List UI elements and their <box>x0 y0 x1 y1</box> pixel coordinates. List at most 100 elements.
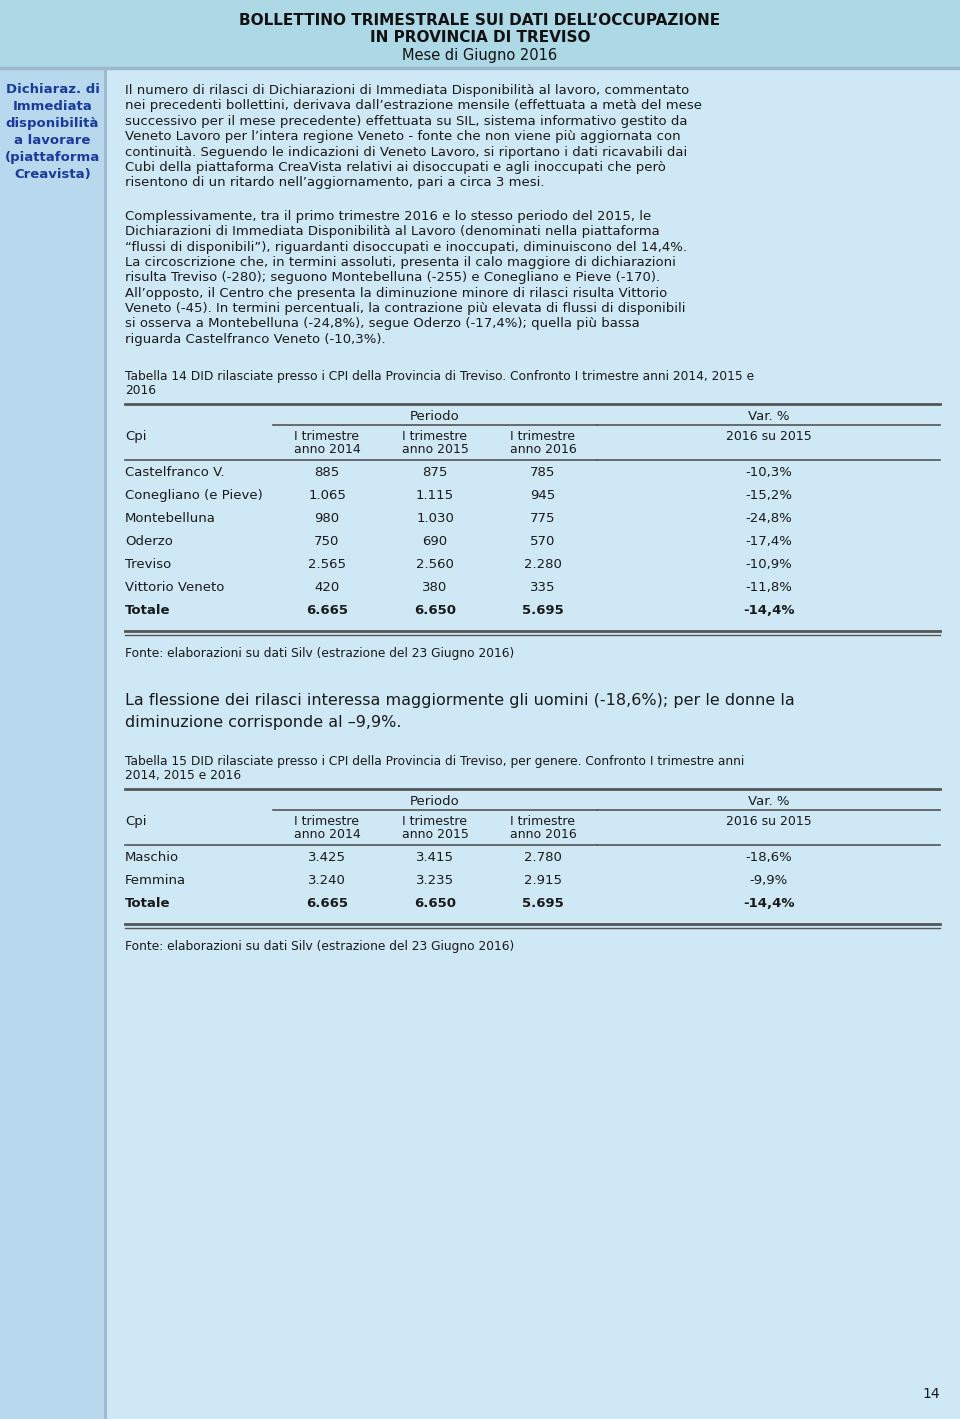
Text: 3.235: 3.235 <box>416 874 454 887</box>
Text: -18,6%: -18,6% <box>745 851 792 864</box>
Text: Cpi: Cpi <box>125 430 147 443</box>
Text: -9,9%: -9,9% <box>750 874 787 887</box>
Text: “flussi di disponibili”), riguardanti disoccupati e inoccupati, diminuiscono del: “flussi di disponibili”), riguardanti di… <box>125 240 687 254</box>
Text: Cubi della piattaforma CreaVista relativi ai disoccupati e agli inoccupati che p: Cubi della piattaforma CreaVista relativ… <box>125 160 666 175</box>
Text: 2016 su 2015: 2016 su 2015 <box>726 430 811 443</box>
Text: 945: 945 <box>530 490 556 502</box>
Text: Totale: Totale <box>125 897 171 910</box>
Text: anno 2015: anno 2015 <box>401 443 468 457</box>
Text: 6.665: 6.665 <box>306 897 348 910</box>
Text: Maschio: Maschio <box>125 851 180 864</box>
Text: 2.560: 2.560 <box>416 558 454 572</box>
Text: Periodo: Periodo <box>410 795 460 809</box>
Text: diminuzione corrisponde al –9,9%.: diminuzione corrisponde al –9,9%. <box>125 715 401 731</box>
Text: Oderzo: Oderzo <box>125 535 173 548</box>
Text: Veneto (-45). In termini percentuali, la contrazione più elevata di flussi di di: Veneto (-45). In termini percentuali, la… <box>125 302 685 315</box>
Text: 1.065: 1.065 <box>308 490 346 502</box>
Text: BOLLETTINO TRIMESTRALE SUI DATI DELL’OCCUPAZIONE: BOLLETTINO TRIMESTRALE SUI DATI DELL’OCC… <box>239 13 721 28</box>
Text: 570: 570 <box>530 535 556 548</box>
Text: Dichiarazioni di Immediata Disponibilità al Lavoro (denominati nella piattaforma: Dichiarazioni di Immediata Disponibilità… <box>125 226 660 238</box>
Text: -24,8%: -24,8% <box>745 512 792 525</box>
Text: risentono di un ritardo nell’aggiornamento, pari a circa 3 mesi.: risentono di un ritardo nell’aggiornamen… <box>125 176 544 189</box>
Text: All’opposto, il Centro che presenta la diminuzione minore di rilasci risulta Vit: All’opposto, il Centro che presenta la d… <box>125 287 667 299</box>
Text: 6.665: 6.665 <box>306 604 348 617</box>
Text: Tabella 15 DID rilasciate presso i CPI della Provincia di Treviso, per genere. C: Tabella 15 DID rilasciate presso i CPI d… <box>125 755 744 768</box>
Text: 775: 775 <box>530 512 556 525</box>
Text: -10,3%: -10,3% <box>745 467 792 480</box>
Text: IN PROVINCIA DI TREVISO: IN PROVINCIA DI TREVISO <box>370 30 590 45</box>
Text: I trimestre: I trimestre <box>402 816 468 829</box>
Text: 3.415: 3.415 <box>416 851 454 864</box>
Text: 2.565: 2.565 <box>308 558 346 572</box>
Text: si osserva a Montebelluna (-24,8%), segue Oderzo (-17,4%); quella più bassa: si osserva a Montebelluna (-24,8%), segu… <box>125 318 639 331</box>
Text: 750: 750 <box>314 535 340 548</box>
Text: Vittorio Veneto: Vittorio Veneto <box>125 582 225 595</box>
Bar <box>105 68 960 1419</box>
Text: 1.115: 1.115 <box>416 490 454 502</box>
Text: nei precedenti bollettini, derivava dall’estrazione mensile (effettuata a metà d: nei precedenti bollettini, derivava dall… <box>125 99 702 112</box>
Text: -14,4%: -14,4% <box>743 604 794 617</box>
Text: Dichiaraz. di
Immediata
disponibilità
a lavorare
(piattaforma
Creavista): Dichiaraz. di Immediata disponibilità a … <box>5 82 100 182</box>
Text: Fonte: elaborazioni su dati Silv (estrazione del 23 Giugno 2016): Fonte: elaborazioni su dati Silv (estraz… <box>125 941 515 954</box>
Text: 885: 885 <box>314 467 340 480</box>
Text: riguarda Castelfranco Veneto (-10,3%).: riguarda Castelfranco Veneto (-10,3%). <box>125 333 386 346</box>
Text: I trimestre: I trimestre <box>511 816 575 829</box>
Text: 380: 380 <box>422 582 447 595</box>
Text: 875: 875 <box>422 467 447 480</box>
Text: 2.280: 2.280 <box>524 558 562 572</box>
Text: Femmina: Femmina <box>125 874 186 887</box>
Text: 2016 su 2015: 2016 su 2015 <box>726 816 811 829</box>
Text: 2014, 2015 e 2016: 2014, 2015 e 2016 <box>125 769 241 782</box>
Text: 335: 335 <box>530 582 556 595</box>
Text: risulta Treviso (-280); seguono Montebelluna (-255) e Conegliano e Pieve (-170).: risulta Treviso (-280); seguono Montebel… <box>125 271 660 284</box>
Text: Complessivamente, tra il primo trimestre 2016 e lo stesso periodo del 2015, le: Complessivamente, tra il primo trimestre… <box>125 210 651 223</box>
Text: continuità. Seguendo le indicazioni di Veneto Lavoro, si riportano i dati ricava: continuità. Seguendo le indicazioni di V… <box>125 146 687 159</box>
Text: Mese di Giugno 2016: Mese di Giugno 2016 <box>402 48 558 62</box>
Text: anno 2014: anno 2014 <box>294 829 360 841</box>
Text: 980: 980 <box>315 512 340 525</box>
Text: -11,8%: -11,8% <box>745 582 792 595</box>
Text: anno 2014: anno 2014 <box>294 443 360 457</box>
Text: I trimestre: I trimestre <box>402 430 468 443</box>
Text: Var. %: Var. % <box>748 410 789 423</box>
Text: Veneto Lavoro per l’intera regione Veneto - fonte che non viene più aggiornata c: Veneto Lavoro per l’intera regione Venet… <box>125 131 681 143</box>
Text: -14,4%: -14,4% <box>743 897 794 910</box>
Text: 6.650: 6.650 <box>414 604 456 617</box>
Text: 420: 420 <box>314 582 340 595</box>
Text: 785: 785 <box>530 467 556 480</box>
Text: anno 2016: anno 2016 <box>510 443 576 457</box>
Text: Cpi: Cpi <box>125 816 147 829</box>
Text: 2016: 2016 <box>125 385 156 397</box>
Text: Il numero di rilasci di Dichiarazioni di Immediata Disponibilità al lavoro, comm: Il numero di rilasci di Dichiarazioni di… <box>125 84 689 96</box>
Text: -17,4%: -17,4% <box>745 535 792 548</box>
Text: 5.695: 5.695 <box>522 604 564 617</box>
Text: -15,2%: -15,2% <box>745 490 792 502</box>
Text: 3.425: 3.425 <box>308 851 346 864</box>
Bar <box>0 68 105 1419</box>
Text: Montebelluna: Montebelluna <box>125 512 216 525</box>
Text: 5.695: 5.695 <box>522 897 564 910</box>
Text: La flessione dei rilasci interessa maggiormente gli uomini (-18,6%); per le donn: La flessione dei rilasci interessa maggi… <box>125 694 795 708</box>
Bar <box>0 0 960 68</box>
Text: Conegliano (e Pieve): Conegliano (e Pieve) <box>125 490 263 502</box>
Text: anno 2016: anno 2016 <box>510 829 576 841</box>
Text: 2.915: 2.915 <box>524 874 562 887</box>
Text: 2.780: 2.780 <box>524 851 562 864</box>
Text: 1.030: 1.030 <box>416 512 454 525</box>
Text: Treviso: Treviso <box>125 558 171 572</box>
Text: Periodo: Periodo <box>410 410 460 423</box>
Text: Castelfranco V.: Castelfranco V. <box>125 467 225 480</box>
Text: successivo per il mese precedente) effettuata su SIL, sistema informativo gestit: successivo per il mese precedente) effet… <box>125 115 687 128</box>
Text: 6.650: 6.650 <box>414 897 456 910</box>
Text: 3.240: 3.240 <box>308 874 346 887</box>
Text: Var. %: Var. % <box>748 795 789 809</box>
Text: Fonte: elaborazioni su dati Silv (estrazione del 23 Giugno 2016): Fonte: elaborazioni su dati Silv (estraz… <box>125 647 515 660</box>
Text: anno 2015: anno 2015 <box>401 829 468 841</box>
Text: I trimestre: I trimestre <box>511 430 575 443</box>
Text: -10,9%: -10,9% <box>745 558 792 572</box>
Text: 14: 14 <box>923 1386 940 1401</box>
Text: 690: 690 <box>422 535 447 548</box>
Text: I trimestre: I trimestre <box>295 430 359 443</box>
Text: Totale: Totale <box>125 604 171 617</box>
Text: La circoscrizione che, in termini assoluti, presenta il calo maggiore di dichiar: La circoscrizione che, in termini assolu… <box>125 255 676 268</box>
